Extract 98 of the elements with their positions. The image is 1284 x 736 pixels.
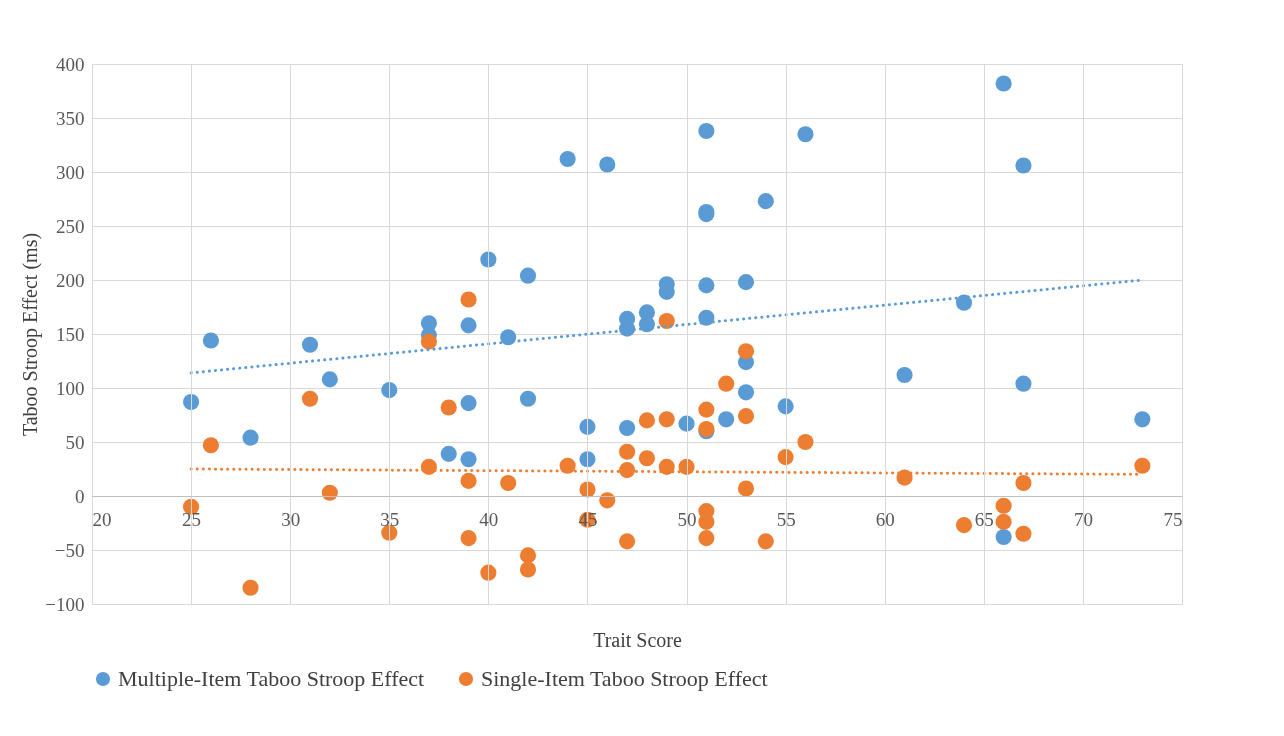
point <box>381 382 398 399</box>
point <box>718 375 735 392</box>
point <box>619 419 636 437</box>
point <box>460 451 477 468</box>
point <box>321 371 338 388</box>
point <box>301 336 319 353</box>
x-tick-label: 65 <box>974 508 994 530</box>
point <box>420 333 437 350</box>
point <box>599 156 616 173</box>
point <box>797 126 814 143</box>
point <box>737 408 755 425</box>
point <box>242 579 259 596</box>
point <box>995 75 1012 92</box>
point <box>638 450 655 467</box>
point <box>619 462 636 479</box>
point <box>301 390 319 407</box>
x-tick-label: 35 <box>380 508 400 530</box>
point <box>1015 525 1032 542</box>
point <box>995 528 1012 546</box>
point <box>698 122 715 140</box>
x-tick-label: 25 <box>182 508 202 530</box>
point <box>658 411 675 428</box>
point <box>599 492 616 509</box>
y-tick-label: 100 <box>56 377 85 399</box>
point <box>995 497 1012 514</box>
point <box>500 329 517 346</box>
point <box>440 399 457 416</box>
y-tick-label: 250 <box>56 215 85 237</box>
y-tick-label: −50 <box>54 539 85 561</box>
point <box>460 530 477 547</box>
point <box>460 395 477 412</box>
point <box>737 274 755 291</box>
point <box>698 277 715 294</box>
y-tick-label: 300 <box>56 161 85 183</box>
point <box>995 513 1012 530</box>
x-tick-label: 70 <box>1073 508 1093 530</box>
point <box>202 437 219 454</box>
point <box>737 384 755 401</box>
point <box>658 312 675 330</box>
point <box>420 458 437 475</box>
point <box>955 294 973 311</box>
point <box>737 480 755 497</box>
point <box>321 484 338 501</box>
point <box>698 401 715 418</box>
point <box>1015 375 1032 392</box>
point <box>896 366 913 384</box>
point <box>1134 457 1151 474</box>
point <box>559 457 576 474</box>
x-tick-label: 75 <box>1163 508 1183 530</box>
point <box>658 458 675 475</box>
point <box>519 267 537 284</box>
point <box>619 443 636 460</box>
y-axis-title: Taboo Stroop Effect (ms) <box>19 232 43 437</box>
x-tick-label: 55 <box>776 508 796 530</box>
point <box>797 433 814 451</box>
point <box>737 343 755 360</box>
point <box>757 533 774 550</box>
point <box>519 561 537 578</box>
point <box>183 393 200 411</box>
point <box>777 449 794 466</box>
point <box>559 150 576 168</box>
point <box>698 309 715 326</box>
y-tick-label: 0 <box>75 485 85 507</box>
y-tick-label: 150 <box>56 323 85 345</box>
x-axis-title: Trait Score <box>593 628 682 651</box>
x-tick-label: 50 <box>677 508 697 530</box>
y-tick-label: 350 <box>56 107 85 129</box>
point <box>242 429 259 446</box>
point <box>1015 157 1032 174</box>
point <box>460 291 477 308</box>
y-tick-label: 50 <box>65 431 85 453</box>
y-tick-label: −100 <box>45 593 85 615</box>
y-tick-label: 200 <box>56 269 85 291</box>
point <box>519 390 537 407</box>
point <box>440 445 457 462</box>
point <box>1134 411 1151 428</box>
point <box>460 317 477 334</box>
point <box>579 418 596 435</box>
point <box>698 530 715 547</box>
point <box>896 469 913 486</box>
point <box>202 332 219 349</box>
point <box>757 193 774 210</box>
point <box>619 533 636 550</box>
x-tick-label: 20 <box>92 508 112 530</box>
point <box>638 412 655 429</box>
point <box>1015 474 1032 492</box>
point <box>718 411 735 428</box>
x-tick-label: 60 <box>875 508 895 530</box>
legend-label: Multiple-Item Taboo Stroop Effect <box>118 666 425 691</box>
point <box>480 251 497 268</box>
x-tick-label: 40 <box>479 508 499 530</box>
point <box>955 517 973 534</box>
point <box>460 472 477 489</box>
y-tick-label: 400 <box>56 53 85 75</box>
x-tick-label: 30 <box>281 508 301 530</box>
point <box>500 474 517 492</box>
point <box>519 547 537 564</box>
legend-label: Single-Item Taboo Stroop Effect <box>481 666 768 691</box>
